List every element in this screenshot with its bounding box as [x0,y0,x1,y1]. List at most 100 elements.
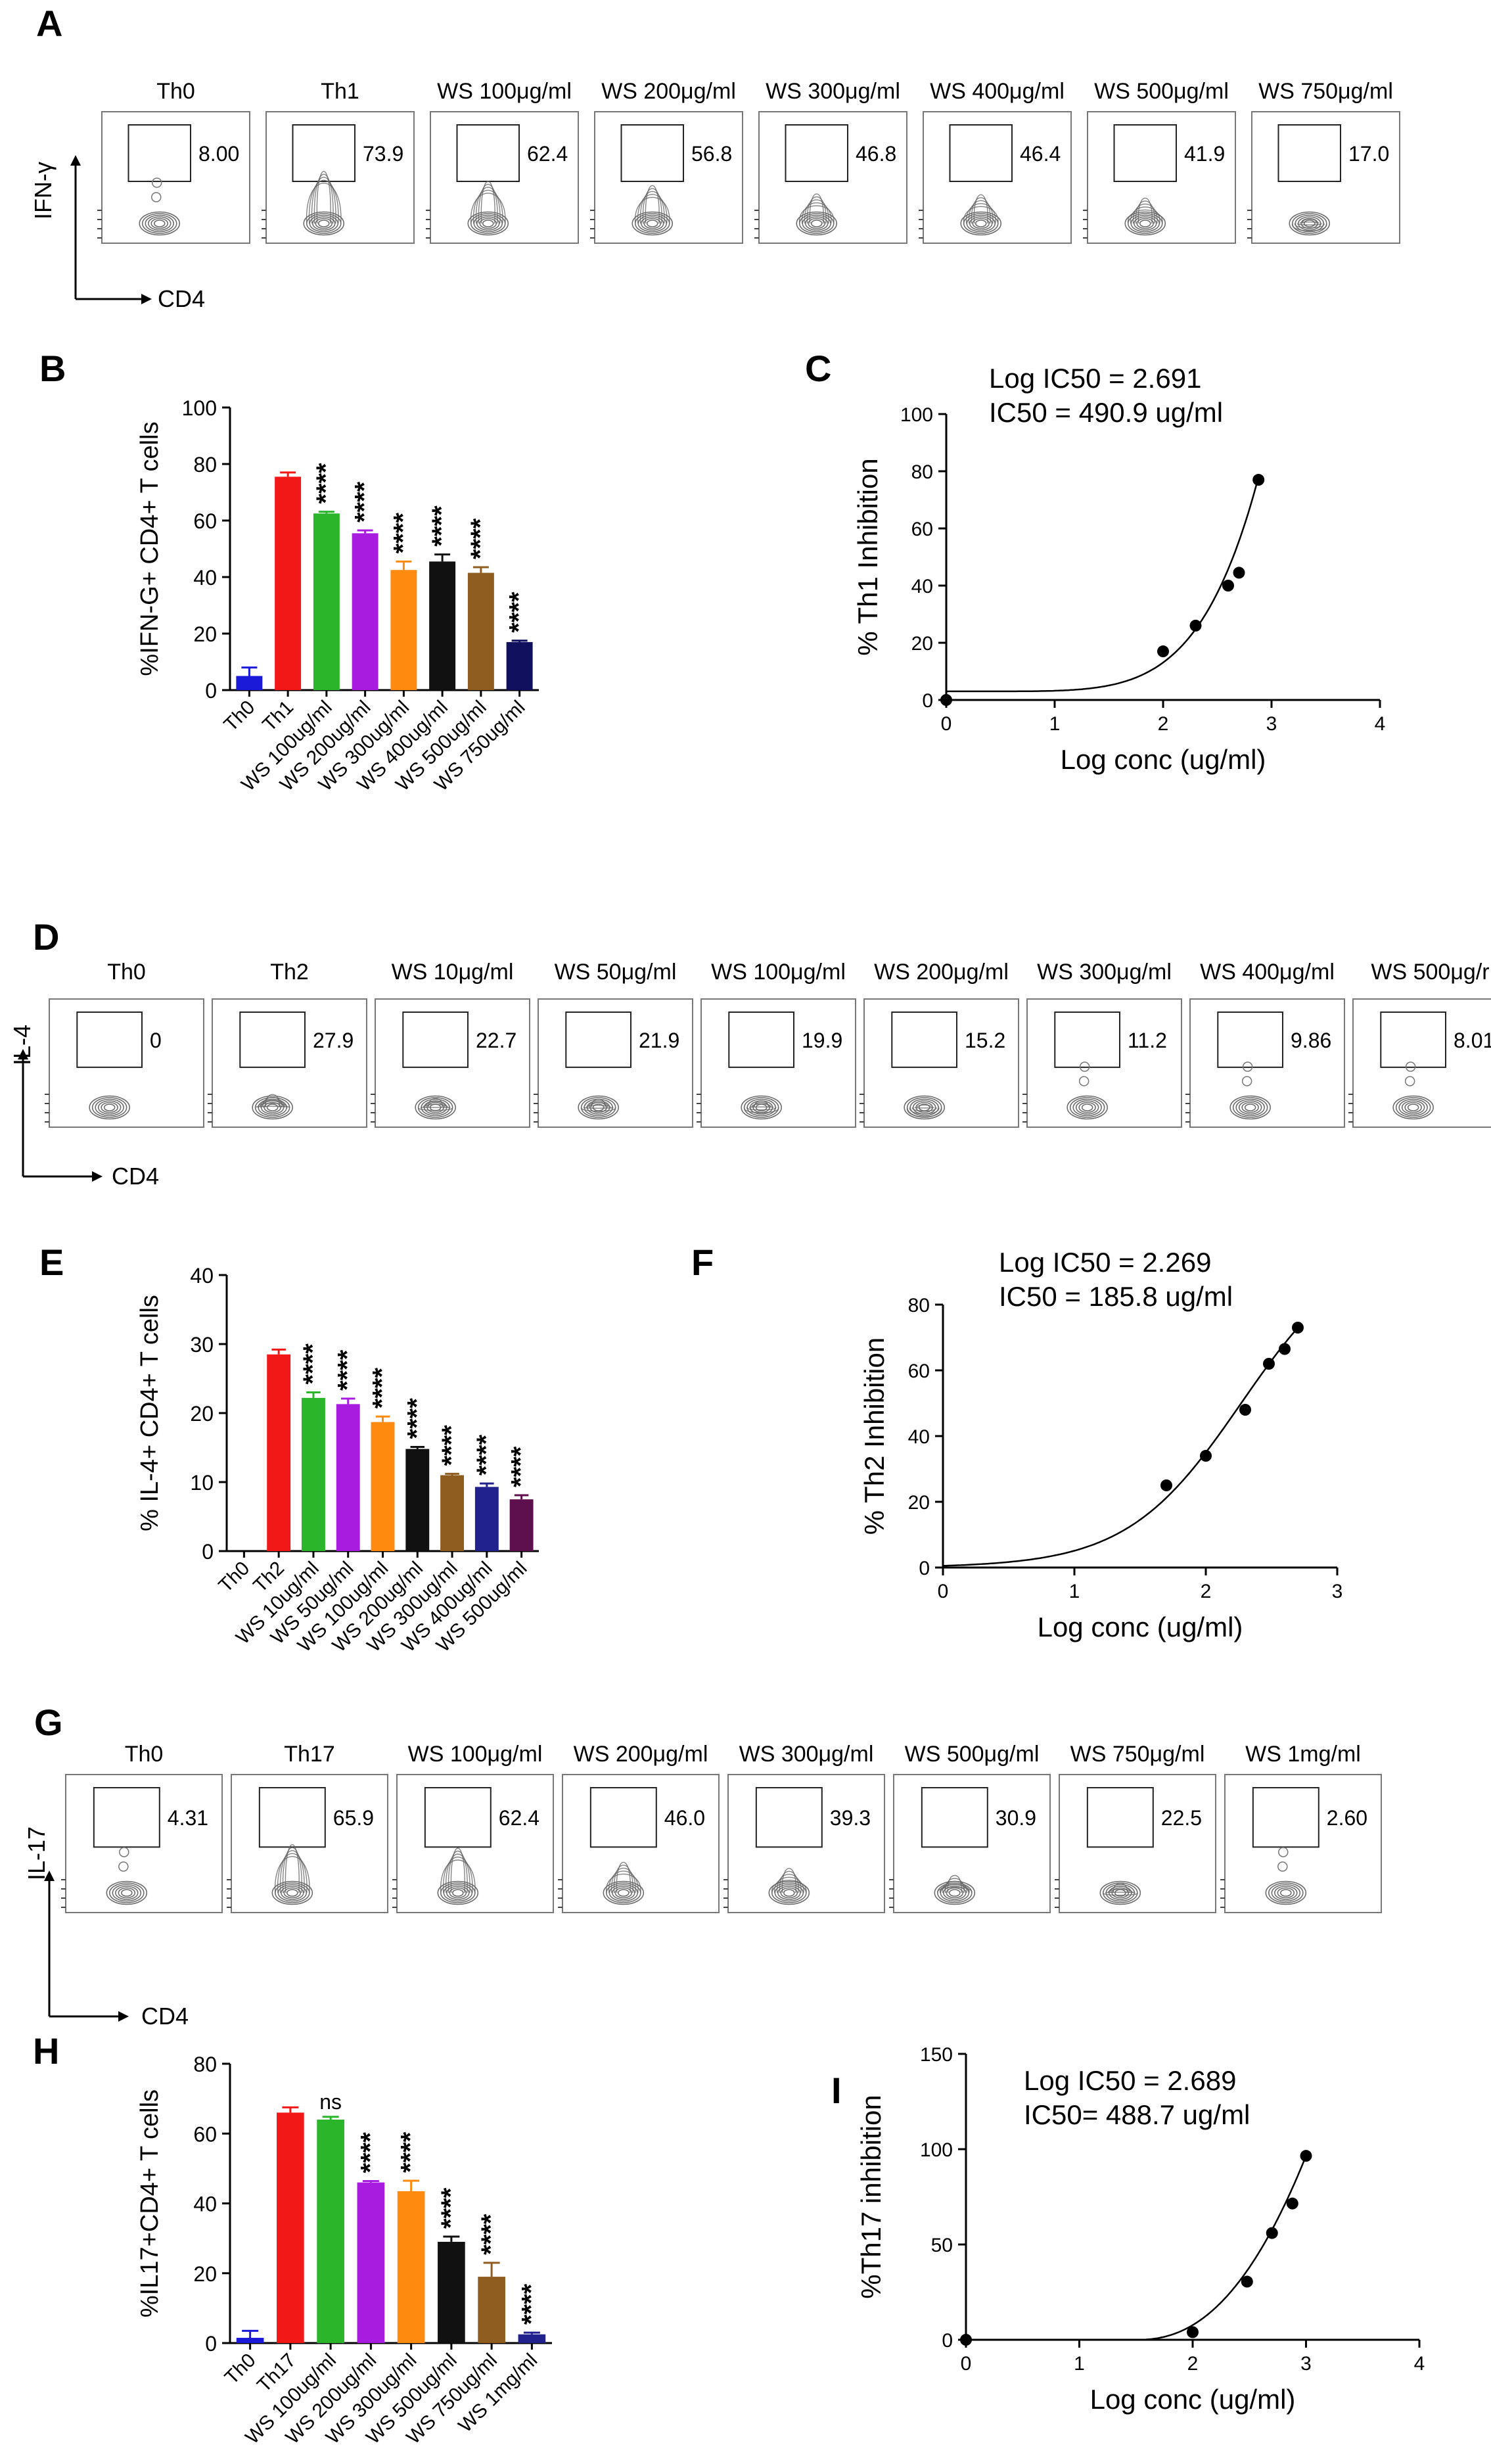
panel-d: D Th0 0 Th2 27.9 WS 10μg/ml 22.7 WS 50μg/ml 21.9… [9,916,1491,1190]
contour-ring [584,1098,613,1117]
flow-plot-frame [1026,998,1182,1128]
significance-label: **** [472,1434,501,1476]
flow-plot: Th17 65.9 [227,1742,388,1913]
gate-percentage: 22.7 [476,1029,516,1052]
contour-line [1108,1888,1133,1894]
contour-ring [437,1880,479,1905]
gate-percentage: 19.9 [802,1029,842,1052]
contour-line [475,187,501,224]
significance-label: **** [356,2132,384,2173]
gate-box [127,124,191,182]
contour-line [802,202,832,224]
gate-box [728,1011,795,1068]
data-point [1266,2227,1278,2239]
bar [357,2182,385,2343]
contour-ring [141,213,177,234]
contour-ring [810,220,823,227]
data-point [1279,1343,1291,1355]
contour-line [308,179,339,224]
flow-plot-title: WS 200μg/ml [601,79,736,104]
y-tick-label: 0 [919,1558,930,1579]
gate-percentage: 30.9 [996,1806,1036,1830]
panel-letter: C [805,348,831,389]
gate-percentage: 46.0 [664,1806,705,1830]
x-axis-label: Log conc (ug/ml) [1090,2384,1296,2415]
data-point [1241,2275,1253,2288]
contour-line [580,1107,616,1112]
contour-line [777,1874,802,1894]
x-axis-label: Log conc (ug/ml) [1038,1612,1243,1642]
gate-percentage: 73.9 [363,142,403,166]
bar [267,1354,291,1551]
flow-plot: WS 750μg/ml 17.0 [1247,79,1400,244]
contour-line [973,194,988,224]
flow-plot: WS 100μg/ml 62.4 [392,1742,554,1913]
gate-percentage: 15.2 [965,1029,1005,1052]
contour-line [279,1850,305,1894]
y-tick-label: 60 [193,509,217,533]
flow-plot: WS 750μg/ml 22.5 [1055,1742,1216,1913]
contour-event [1242,1061,1253,1072]
contour-ring [618,1889,630,1897]
flow-plot-title: Th17 [284,1742,335,1767]
flow-plot-frame [538,998,693,1128]
bar [277,2112,304,2343]
flow-plot-title: WS 400μg/ml [1200,960,1335,985]
flow-plot: WS 100μg/ml 19.9 [697,960,856,1128]
contour-population [1124,197,1166,236]
contour-ring [1395,1097,1431,1118]
y-arrow-head-icon [70,155,81,166]
data-point [1292,1322,1304,1334]
contour-ring [473,214,503,233]
contour-line [639,191,665,224]
y-tick-label: 40 [193,2193,217,2216]
contour-line [947,1874,962,1894]
contour-line [1292,223,1327,232]
flow-plot: WS 500μg/ml 30.9 [889,1742,1051,1913]
gate-box [620,124,684,182]
flow-plot-frame [231,1774,388,1913]
contour-ring [315,218,333,229]
flow-y-axis-label: IL-4 [9,1025,35,1065]
y-tick-label: 0 [205,2332,217,2356]
flow-plot-title: Th0 [125,1742,164,1767]
flow-plot: WS 400μg/ml 9.86 [1185,960,1345,1128]
y-tick-label: 0 [205,679,217,703]
contour-population [1067,1061,1108,1120]
gate-box [258,1787,326,1848]
significance-label: **** [298,1343,327,1385]
contour-ring [1265,1880,1307,1905]
contour-ring [109,1882,145,1903]
gate-percentage: 65.9 [333,1806,374,1830]
contour-line [282,1847,302,1894]
contour-line [1103,1892,1138,1896]
y-axis-label: % Th1 Inhibition [852,458,883,655]
flow-plot: WS 50μg/ml 21.9 [534,960,693,1128]
significance-label: **** [466,518,495,559]
contour-line [799,205,835,224]
contour-line [1135,200,1155,224]
contour-line [316,170,331,224]
contour-ring [1238,1100,1262,1115]
contour-event [1278,1847,1289,1857]
gate-percentage: 27.9 [313,1029,354,1052]
contour-event [1405,1061,1416,1072]
gate-percentage: 9.86 [1291,1029,1331,1052]
panel-letter: D [33,916,59,958]
contour-line [809,193,824,224]
bar [275,477,302,690]
contour-ring [311,216,336,231]
contour-ring [586,1100,610,1115]
flow-plot: Th0 8.00 [97,79,250,244]
gate-percentage: 11.2 [1128,1029,1167,1052]
y-tick-label: 100 [920,2139,953,2161]
contour-ring [1303,220,1316,227]
contour-ring [804,216,829,231]
significance-label: **** [333,1349,362,1391]
contour-ring [479,218,497,229]
gate-box [402,1011,469,1068]
data-point [1239,1404,1251,1416]
panel-letter: H [33,2030,59,2072]
flow-plot-frame [65,1774,223,1913]
